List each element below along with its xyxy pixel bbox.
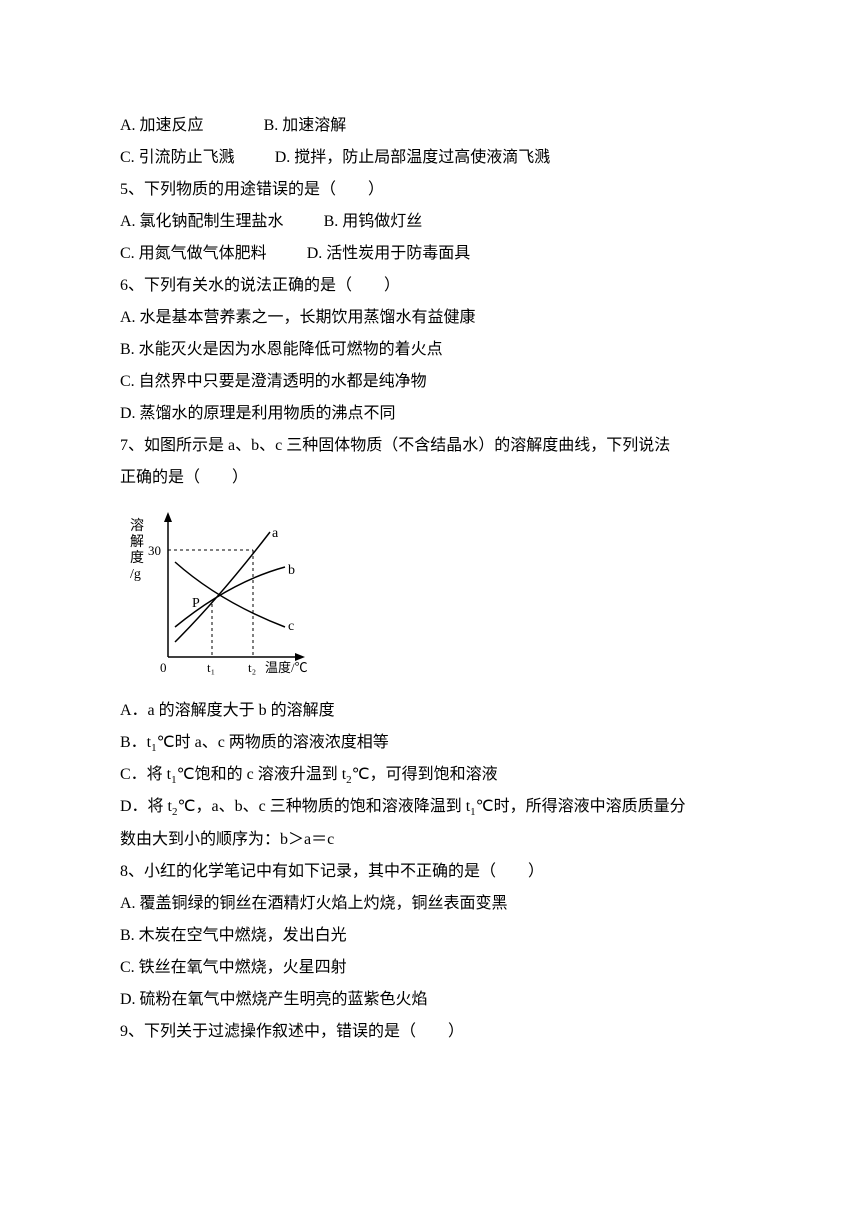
chart-label-a: a (272, 526, 279, 541)
q4-opt-d: D. 搅拌，防止局部温度过高使液滴飞溅 (275, 142, 551, 174)
q7-opt-c: C．将 t1℃饱和的 c 溶液升温到 t2℃，可得到饱和溶液 (120, 759, 740, 791)
q7-opt-d-line2: 数由大到小的顺序为：b＞a＝c (120, 824, 740, 856)
q8-opt-d: D. 硫粉在氧气中燃烧产生明亮的蓝紫色火焰 (120, 984, 740, 1016)
q4-options-row1: A. 加速反应 B. 加速溶解 (120, 110, 740, 142)
q5-options-row1: A. 氯化钠配制生理盐水 B. 用钨做灯丝 (120, 206, 740, 238)
q7-opt-b: B．t1℃时 a、c 两物质的溶液浓度相等 (120, 727, 740, 759)
chart-ylabel-4: /g (130, 567, 141, 582)
q8-stem: 8、小红的化学笔记中有如下记录，其中不正确的是（ ） (120, 856, 740, 888)
chart-ylabel-3: 度 (130, 550, 144, 566)
q4-opt-a: A. 加速反应 (120, 110, 204, 142)
q7-opt-a: A．a 的溶解度大于 b 的溶解度 (120, 695, 740, 727)
q5-opt-a: A. 氯化钠配制生理盐水 (120, 206, 284, 238)
q5-opt-d: D. 活性炭用于防毒面具 (307, 238, 471, 270)
q8-opt-c: C. 铁丝在氧气中燃烧，火星四射 (120, 952, 740, 984)
chart-label-b: b (288, 563, 295, 578)
chart-xlabel: 温度/℃ (265, 660, 308, 675)
q6-opt-c: C. 自然界中只要是澄清透明的水都是纯净物 (120, 366, 740, 398)
chart-label-c: c (288, 619, 294, 634)
q6-opt-d: D. 蒸馏水的原理是利用物质的沸点不同 (120, 398, 740, 430)
q6-stem: 6、下列有关水的说法正确的是（ ） (120, 270, 740, 302)
q7-opt-d-line1: D．将 t2℃，a、b、c 三种物质的饱和溶液降温到 t1℃时，所得溶液中溶质质… (120, 791, 740, 823)
q7-stem-line1: 7、如图所示是 a、b、c 三种固体物质（不含结晶水）的溶解度曲线，下列说法 (120, 430, 740, 462)
chart-ytick-30: 30 (148, 543, 161, 558)
chart-xtick-t2: t₂ (248, 660, 256, 675)
chart-origin: 0 (160, 660, 167, 675)
q4-options-row2: C. 引流防止飞溅 D. 搅拌，防止局部温度过高使液滴飞溅 (120, 142, 740, 174)
solubility-chart: 溶 解 度 /g 30 a b c P 0 t₁ t₂ 温度/℃ (120, 502, 320, 687)
q9-stem: 9、下列关于过滤操作叙述中，错误的是（ ） (120, 1016, 740, 1048)
q5-options-row2: C. 用氮气做气体肥料 D. 活性炭用于防毒面具 (120, 238, 740, 270)
q4-opt-c: C. 引流防止飞溅 (120, 142, 235, 174)
q7-stem-line2: 正确的是（ ） (120, 462, 740, 494)
q4-opt-b: B. 加速溶解 (264, 110, 347, 142)
chart-label-p: P (192, 596, 200, 611)
q5-opt-b: B. 用钨做灯丝 (324, 206, 423, 238)
q8-opt-a: A. 覆盖铜绿的铜丝在酒精灯火焰上灼烧，铜丝表面变黑 (120, 888, 740, 920)
chart-ylabel-2: 解 (130, 534, 144, 550)
q6-opt-b: B. 水能灭火是因为水恩能降低可燃物的着火点 (120, 334, 740, 366)
q8-opt-b: B. 木炭在空气中燃烧，发出白光 (120, 920, 740, 952)
chart-ylabel-1: 溶 (130, 518, 144, 534)
chart-xtick-t1: t₁ (207, 660, 215, 675)
q6-opt-a: A. 水是基本营养素之一，长期饮用蒸馏水有益健康 (120, 302, 740, 334)
q5-opt-c: C. 用氮气做气体肥料 (120, 238, 267, 270)
q5-stem: 5、下列物质的用途错误的是（ ） (120, 174, 740, 206)
